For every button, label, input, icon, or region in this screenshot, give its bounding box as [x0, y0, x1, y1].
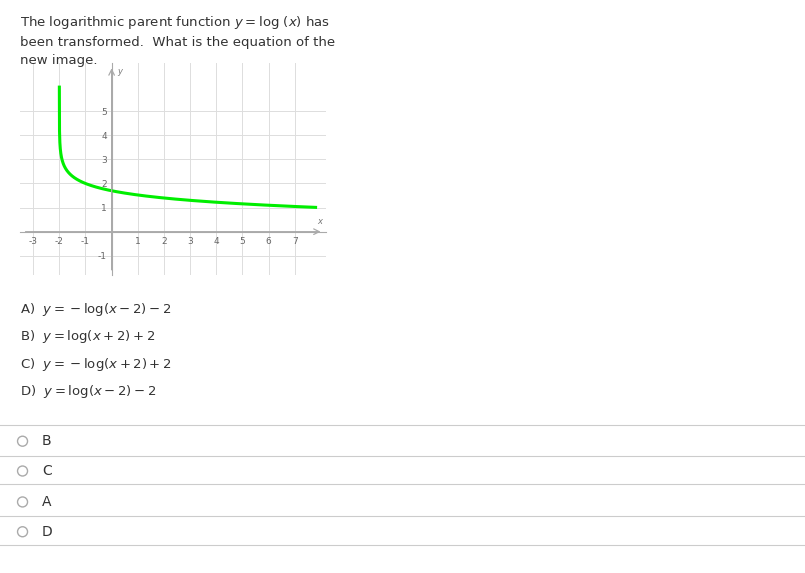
Text: B: B [42, 434, 52, 448]
Text: The logarithmic parent function $y = \log\,(x)$ has
been transformed.  What is t: The logarithmic parent function $y = \lo… [20, 14, 335, 67]
Text: C)  $y = -\log(x + 2) + 2$: C) $y = -\log(x + 2) + 2$ [20, 356, 171, 373]
Text: B)  $y = \log(x + 2) + 2$: B) $y = \log(x + 2) + 2$ [20, 328, 155, 346]
Text: D: D [42, 525, 52, 539]
Text: C: C [42, 464, 52, 478]
Text: $y$: $y$ [117, 66, 124, 78]
Text: A: A [42, 495, 52, 509]
Text: A)  $y = -\log(x - 2) - 2$: A) $y = -\log(x - 2) - 2$ [20, 301, 171, 318]
Text: D)  $y = \log(x - 2) - 2$: D) $y = \log(x - 2) - 2$ [20, 383, 156, 401]
Text: $x$: $x$ [317, 217, 324, 226]
